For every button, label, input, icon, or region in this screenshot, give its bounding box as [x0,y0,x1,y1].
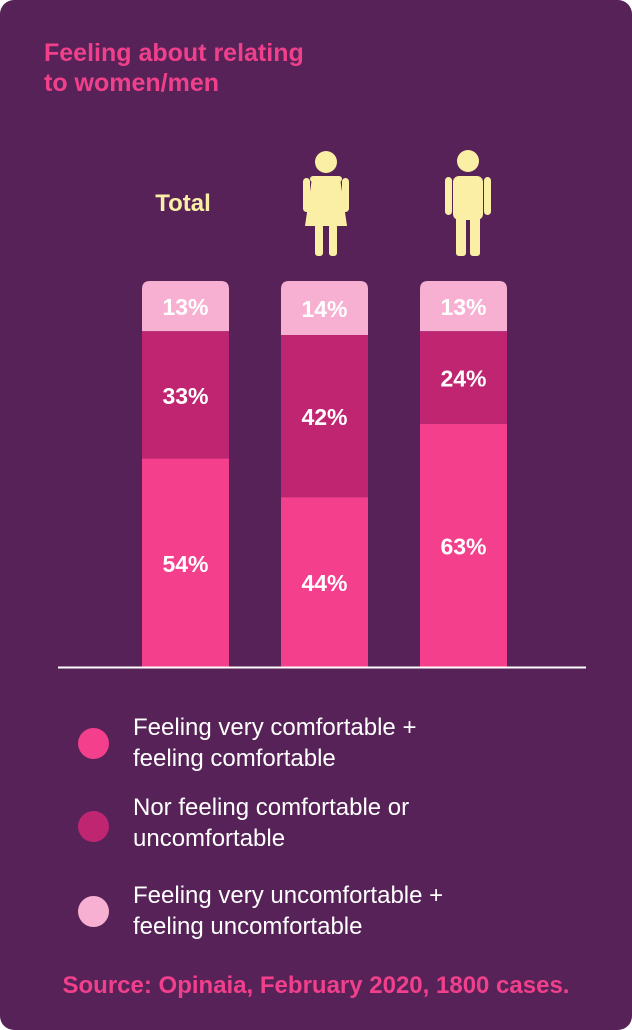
legend-item-uncomfortable: Feeling very uncomfortable + feeling unc… [78,880,578,950]
legend-swatch-comfortable [78,728,109,759]
data-label-total-comfortable: 54% [162,551,208,577]
data-label-women-neutral: 42% [301,404,347,430]
data-label-men-uncomfortable: 13% [440,294,486,320]
legend-label-line: feeling comfortable [133,745,336,772]
legend-item-comfortable: Feeling very comfortable + feeling comfo… [78,712,578,782]
data-label-women-comfortable: 44% [301,570,347,596]
data-label-total-neutral: 33% [162,383,208,409]
data-label-men-neutral: 24% [440,366,486,392]
stacked-bar-chart: 54% 33% 13% 44% 42% 14% 63% 24% 13% [58,281,586,669]
data-label-total-uncomfortable: 13% [162,294,208,320]
legend-swatch-uncomfortable [78,896,109,927]
legend-label-neutral: Nor feeling comfortable or uncomfortable [133,792,553,854]
legend-label-line: Feeling very uncomfortable + [133,882,444,909]
woman-icon [303,151,349,256]
legend-label-line: feeling uncomfortable [133,913,363,940]
bar-segment-women-comfortable [281,497,368,667]
bar-segment-total-uncomfortable [142,281,229,332]
data-label-men-comfortable: 63% [440,533,486,559]
legend-item-neutral: Nor feeling comfortable or uncomfortable [78,792,578,862]
legend-label-line: Feeling very comfortable + [133,714,417,741]
bar-segment-women-neutral [281,335,368,498]
bar-segment-total-comfortable [142,458,229,667]
bar-segment-men-comfortable [420,423,507,667]
bar-segment-total-neutral [142,331,229,459]
legend-label-line: uncomfortable [133,825,286,852]
man-icon [445,150,491,256]
column-header-total: Total [155,190,211,217]
chart-title: Feeling about relating to women/men [44,38,444,98]
source-note: Source: Opinaia, February 2020, 1800 cas… [62,972,570,999]
legend-label-uncomfortable: Feeling very uncomfortable + feeling unc… [133,880,553,942]
chart-title-line-1: Feeling about relating [44,39,304,67]
bar-segment-women-uncomfortable [281,281,368,336]
bar-segment-men-uncomfortable [420,281,507,332]
legend-label-line: Nor feeling comfortable or [133,794,410,821]
chart-title-line-2: to women/men [44,69,220,97]
data-label-women-uncomfortable: 14% [301,296,347,322]
bar-segment-men-neutral [420,331,507,424]
legend-swatch-neutral [78,811,109,842]
legend-label-comfortable: Feeling very comfortable + feeling comfo… [133,712,553,774]
